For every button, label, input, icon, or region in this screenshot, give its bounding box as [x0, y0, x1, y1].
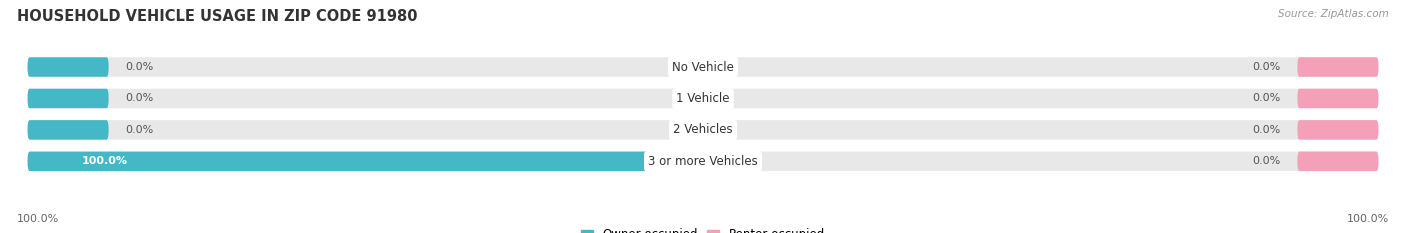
Text: HOUSEHOLD VEHICLE USAGE IN ZIP CODE 91980: HOUSEHOLD VEHICLE USAGE IN ZIP CODE 9198… [17, 9, 418, 24]
Text: 1 Vehicle: 1 Vehicle [676, 92, 730, 105]
FancyBboxPatch shape [28, 152, 703, 171]
Text: Source: ZipAtlas.com: Source: ZipAtlas.com [1278, 9, 1389, 19]
Text: 100.0%: 100.0% [17, 214, 59, 224]
Text: 100.0%: 100.0% [1347, 214, 1389, 224]
Text: 0.0%: 0.0% [1253, 125, 1281, 135]
FancyBboxPatch shape [28, 89, 108, 108]
Text: 0.0%: 0.0% [1253, 156, 1281, 166]
Text: 0.0%: 0.0% [125, 62, 153, 72]
FancyBboxPatch shape [1298, 89, 1378, 108]
FancyBboxPatch shape [28, 57, 1378, 77]
FancyBboxPatch shape [28, 120, 108, 140]
Text: 2 Vehicles: 2 Vehicles [673, 123, 733, 136]
Text: 0.0%: 0.0% [125, 93, 153, 103]
FancyBboxPatch shape [28, 152, 1378, 171]
FancyBboxPatch shape [28, 57, 108, 77]
Text: 0.0%: 0.0% [1253, 93, 1281, 103]
FancyBboxPatch shape [1298, 120, 1378, 140]
FancyBboxPatch shape [28, 120, 1378, 140]
Text: 100.0%: 100.0% [82, 156, 128, 166]
FancyBboxPatch shape [1298, 152, 1378, 171]
Text: 3 or more Vehicles: 3 or more Vehicles [648, 155, 758, 168]
Text: No Vehicle: No Vehicle [672, 61, 734, 74]
Text: 0.0%: 0.0% [1253, 62, 1281, 72]
FancyBboxPatch shape [28, 89, 1378, 108]
Legend: Owner-occupied, Renter-occupied: Owner-occupied, Renter-occupied [576, 224, 830, 233]
FancyBboxPatch shape [1298, 57, 1378, 77]
Text: 0.0%: 0.0% [125, 125, 153, 135]
